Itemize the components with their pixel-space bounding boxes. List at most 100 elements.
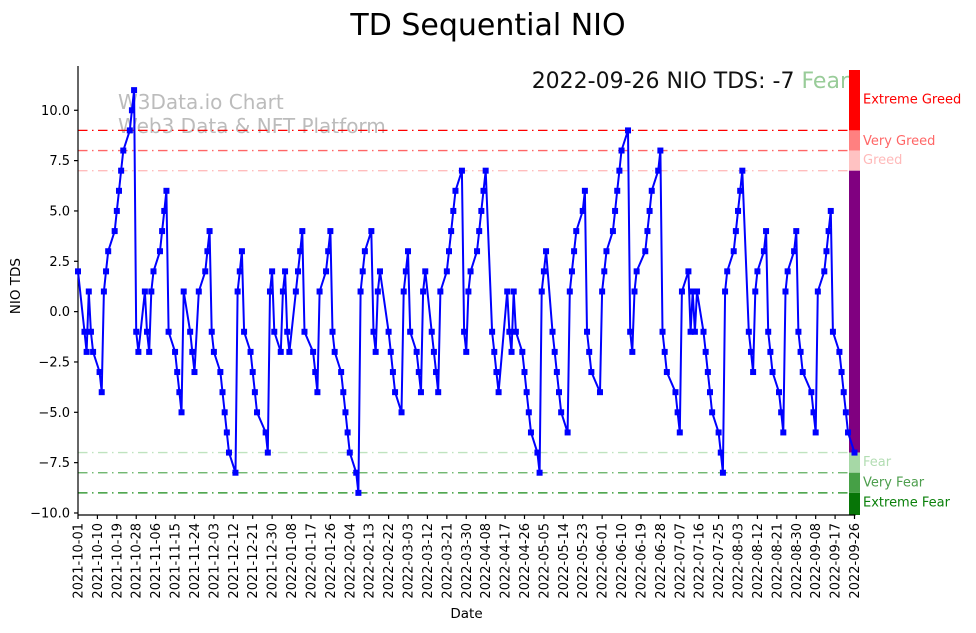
data-point-marker <box>564 429 571 436</box>
data-point-marker <box>506 328 513 335</box>
x-tick-label: 2022-03-03 <box>402 523 417 599</box>
x-tick-label: 2022-06-01 <box>596 523 611 599</box>
data-point-marker <box>614 187 621 194</box>
data-point-marker <box>148 288 155 295</box>
data-point-marker <box>618 147 625 154</box>
data-point-marker <box>295 268 302 275</box>
data-point-marker <box>131 87 138 94</box>
data-point-marker <box>581 187 588 194</box>
x-tick-label: 2021-10-10 <box>91 523 106 599</box>
data-point-marker <box>277 348 284 355</box>
data-point-marker <box>115 187 122 194</box>
data-point-marker <box>81 328 88 335</box>
x-tick-label: 2021-12-21 <box>246 523 261 599</box>
data-point-marker <box>489 328 496 335</box>
x-tick-label: 2022-04-17 <box>499 523 514 599</box>
page-title: TD Sequential NIO <box>350 8 626 43</box>
data-point-marker <box>146 348 153 355</box>
y-tick-label: −7.5 <box>38 456 70 471</box>
data-point-marker <box>344 429 351 436</box>
data-point-marker <box>616 167 623 174</box>
data-point-marker <box>189 348 196 355</box>
data-point-marker <box>510 288 517 295</box>
data-point-marker <box>495 389 502 396</box>
data-point-marker <box>657 147 664 154</box>
y-tick-label: −10.0 <box>30 506 70 521</box>
data-point-marker <box>778 409 785 416</box>
data-point-marker <box>474 248 481 255</box>
annotation-text: 2022-09-26 NIO TDS: -7 <box>531 69 795 94</box>
data-point-marker <box>126 127 133 134</box>
data-point-marker <box>480 187 487 194</box>
data-point-marker <box>827 207 834 214</box>
data-point-marker <box>493 369 500 376</box>
data-point-marker <box>387 348 394 355</box>
data-point-marker <box>674 409 681 416</box>
x-tick-label: 2022-09-17 <box>829 523 844 599</box>
x-tick-label: 2022-01-26 <box>324 523 339 599</box>
x-tick-label: 2022-06-19 <box>634 523 649 599</box>
data-point-marker <box>301 328 308 335</box>
x-tick-label: 2021-11-24 <box>188 523 203 599</box>
data-point-marker <box>415 369 422 376</box>
x-tick-label: 2022-01-08 <box>285 523 300 599</box>
x-tick-label: 2022-02-22 <box>382 523 397 599</box>
data-point-marker <box>359 268 366 275</box>
y-tick-label: 2.5 <box>49 255 70 270</box>
data-point-marker <box>829 328 836 335</box>
data-point-marker <box>799 369 806 376</box>
data-point-marker <box>631 288 638 295</box>
data-point-marker <box>90 348 97 355</box>
data-point-marker <box>566 288 573 295</box>
x-axis-label: Date <box>450 606 483 622</box>
data-point-marker <box>603 248 610 255</box>
data-point-marker <box>538 288 545 295</box>
data-point-marker <box>724 268 731 275</box>
data-point-marker <box>133 328 140 335</box>
x-tick-label: 2022-01-17 <box>304 523 319 599</box>
watermark-line2: Web3 Data & NFT Platform <box>118 114 386 138</box>
data-point-marker <box>232 469 239 476</box>
x-tick-label: 2022-03-12 <box>421 523 436 599</box>
data-point-marker <box>420 288 427 295</box>
data-point-marker <box>284 328 291 335</box>
data-point-marker <box>204 248 211 255</box>
data-point-marker <box>609 228 616 235</box>
y-tick-label: 0.0 <box>49 305 70 320</box>
data-point-marker <box>558 409 565 416</box>
x-tick-label: 2022-04-26 <box>518 523 533 599</box>
data-point-marker <box>400 288 407 295</box>
data-point-marker <box>120 147 127 154</box>
data-point-marker <box>754 268 761 275</box>
data-point-marker <box>760 248 767 255</box>
data-point-marker <box>672 389 679 396</box>
data-point-marker <box>625 127 632 134</box>
data-point-marker <box>105 248 112 255</box>
data-point-marker <box>644 228 651 235</box>
x-tick-label: 2022-05-05 <box>537 523 552 599</box>
data-point-marker <box>433 369 440 376</box>
data-point-marker <box>596 389 603 396</box>
data-point-marker <box>599 288 606 295</box>
watermark-line1: W3Data.io Chart <box>118 90 284 114</box>
data-point-marker <box>588 369 595 376</box>
data-point-marker <box>249 369 256 376</box>
data-point-marker <box>118 167 125 174</box>
data-point-marker <box>642 248 649 255</box>
data-point-marker <box>156 248 163 255</box>
data-point-marker <box>458 167 465 174</box>
x-tick-label: 2022-08-30 <box>790 523 805 599</box>
data-point-marker <box>208 328 215 335</box>
data-point-marker <box>402 268 409 275</box>
data-point-marker <box>370 328 377 335</box>
data-point-marker <box>165 328 172 335</box>
data-point-marker <box>150 268 157 275</box>
data-point-marker <box>430 348 437 355</box>
data-point-marker <box>491 348 498 355</box>
data-point-marker <box>648 187 655 194</box>
data-point-marker <box>663 369 670 376</box>
data-point-marker <box>551 348 558 355</box>
x-tick-label: 2022-02-13 <box>363 523 378 599</box>
data-point-marker <box>702 348 709 355</box>
x-tick-label: 2022-07-07 <box>673 523 688 599</box>
